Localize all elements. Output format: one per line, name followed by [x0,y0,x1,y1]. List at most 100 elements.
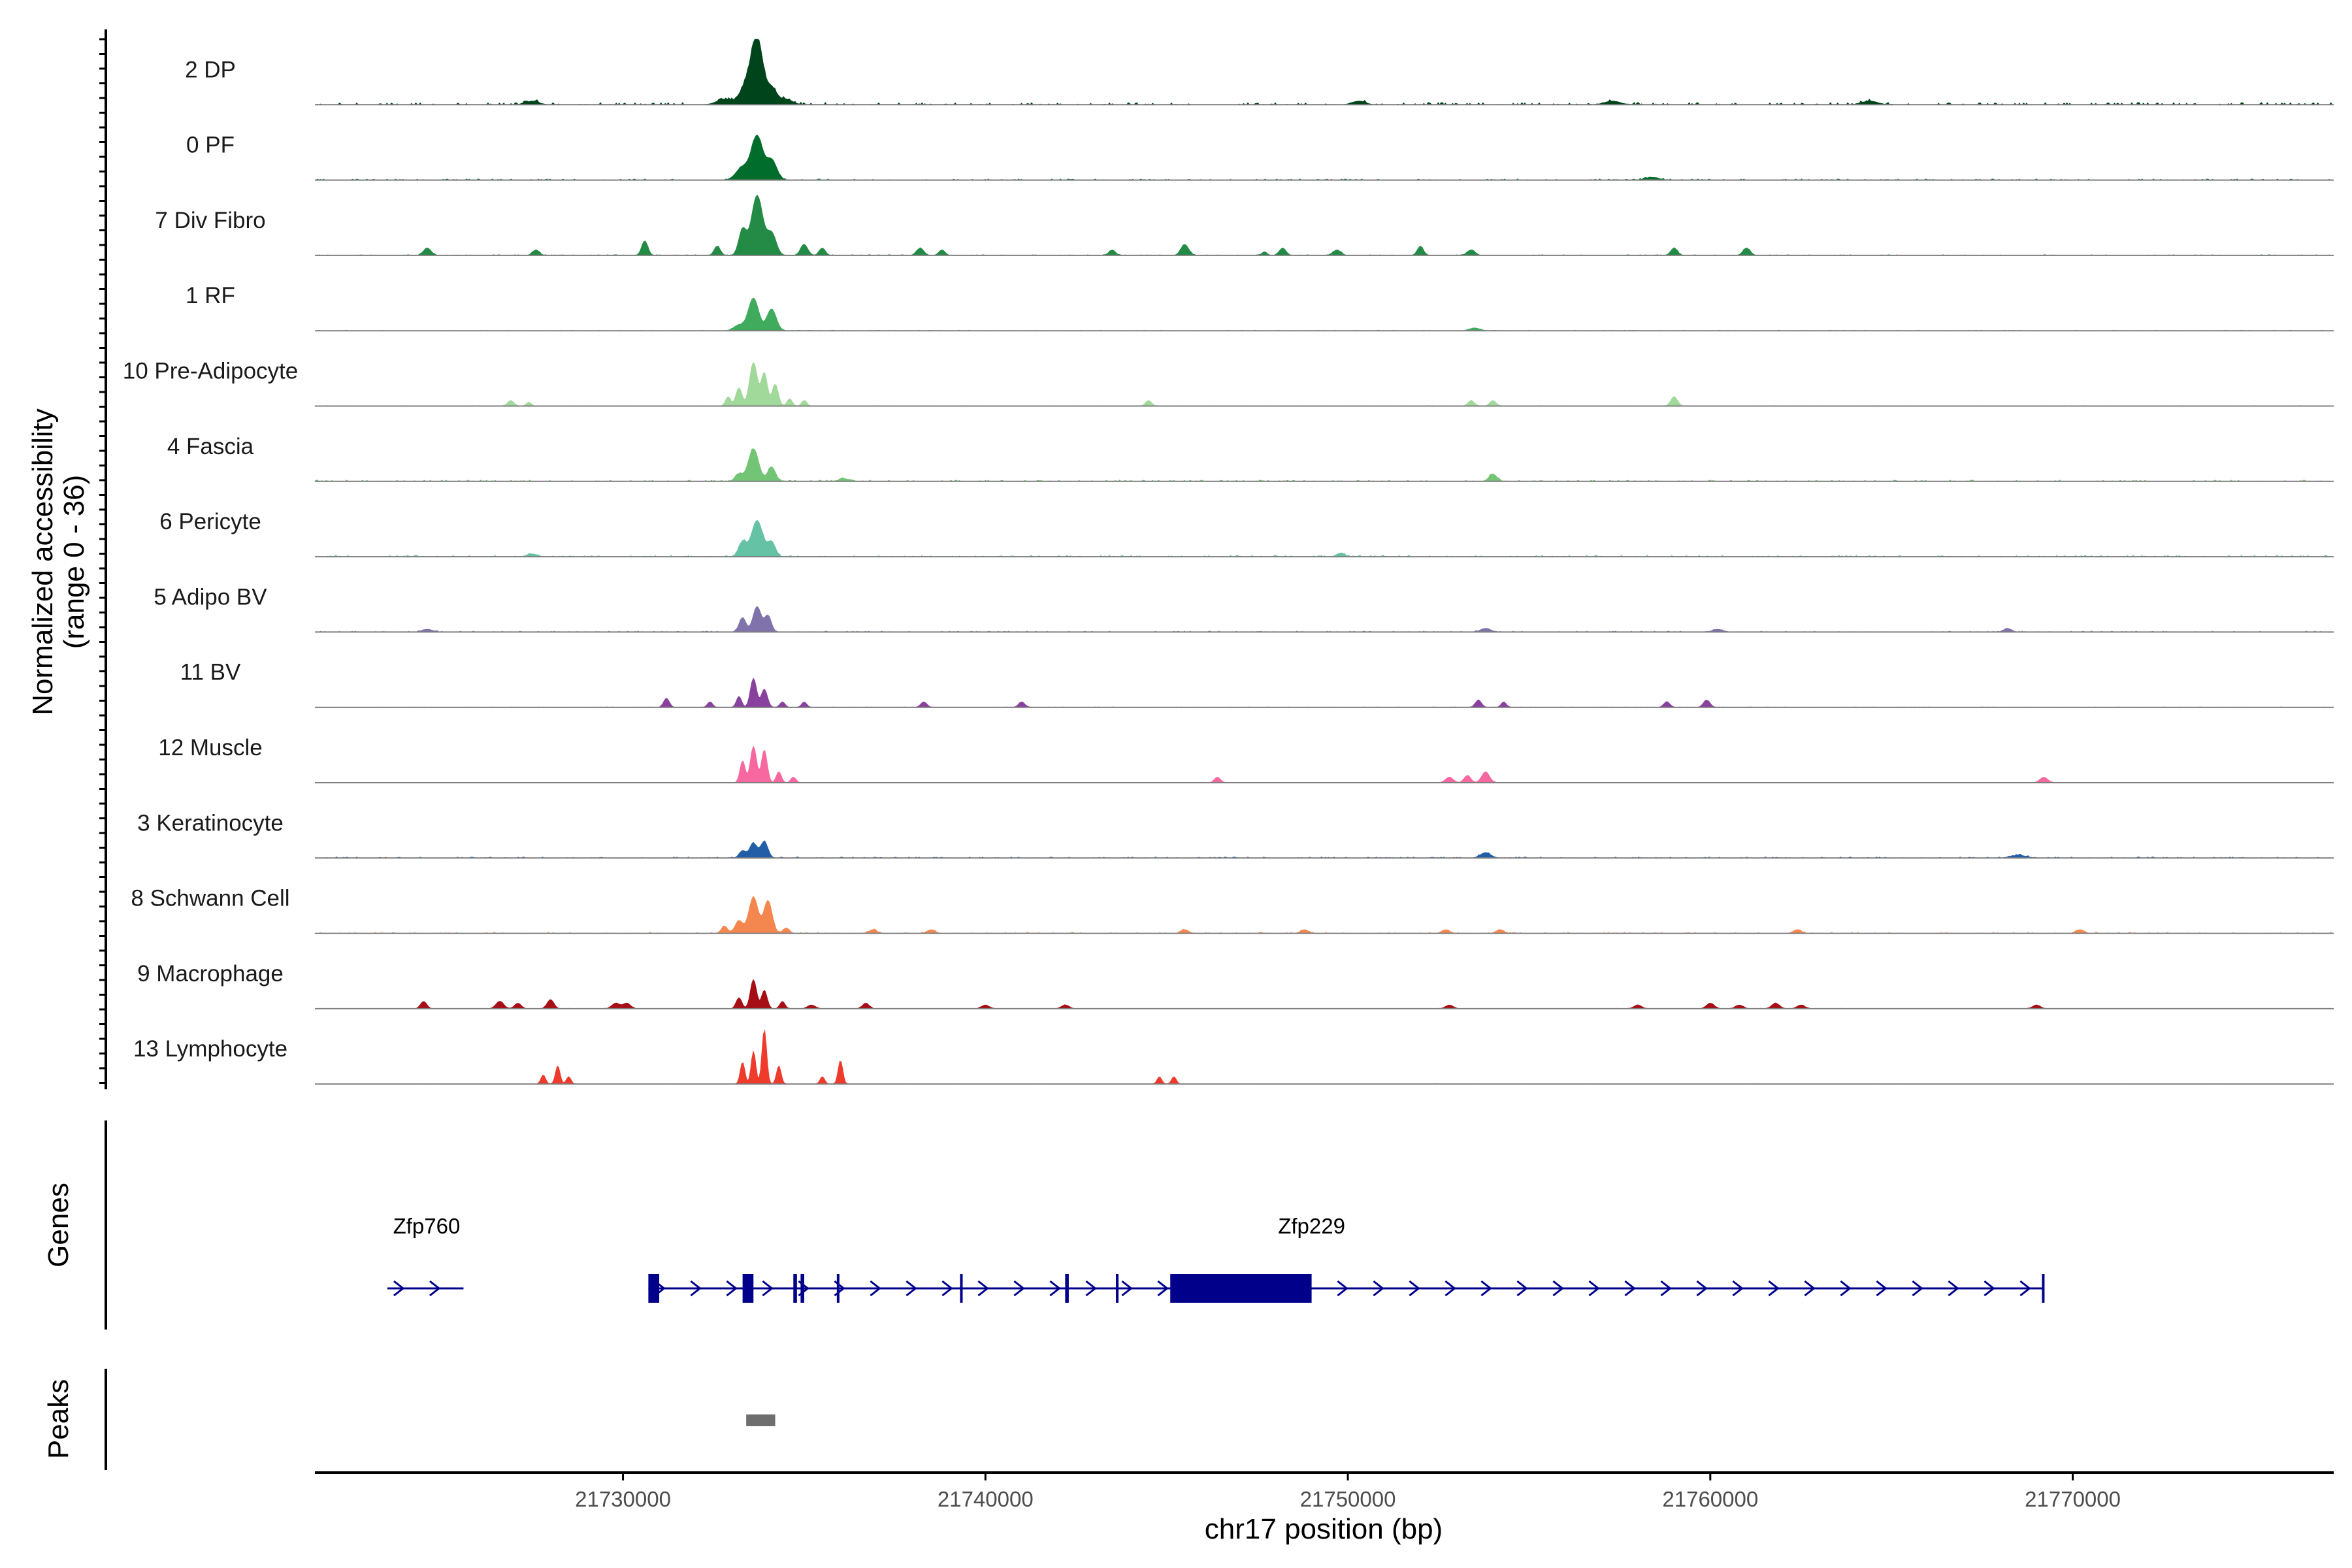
peaks-panel-label: Peaks [42,1379,74,1459]
coverage-area [314,361,2334,407]
coverage-area [315,840,2334,858]
coverage-area [315,297,2334,331]
genes-panel-label: Genes [42,1183,74,1267]
x-axis: 21730000 21740000 21750000 21760000 21770000 [315,1471,2334,1511]
strand-arrow [1840,1280,1852,1297]
track-label: 6 Pericyte [159,509,261,534]
strand-arrow [941,1280,953,1297]
x-tick-label: 21760000 [1662,1487,1758,1511]
coverage-track: 9 Macrophage [137,961,2334,1009]
strand-arrow [1121,1280,1133,1297]
strand-arrow [1660,1280,1672,1297]
strand-arrow [1732,1280,1744,1297]
coverage-area [315,195,2334,256]
coverage-area [314,135,2334,181]
track-label: 13 Lymphocyte [133,1036,287,1062]
track-label: 8 Schwann Cell [131,886,289,911]
x-tick-label: 21740000 [938,1487,1034,1511]
strand-arrow [1984,1280,1995,1297]
coverage-track: 3 Keratinocyte [137,810,2334,859]
x-axis-title: chr17 position (bp) [1205,1513,1443,1545]
exon [836,1274,840,1303]
coverage-track: 12 Muscle [158,735,2334,783]
coverage-track: 5 Adipo BV [154,584,2334,633]
strand-arrow [906,1280,917,1297]
strand-arrow [1049,1280,1061,1297]
coverage-area [315,39,2334,106]
track-label: 12 Muscle [158,735,263,760]
gene-annotations: Zfp760 Zfp229 [387,1214,2045,1303]
strand-arrow [1912,1280,1923,1297]
coverage-area [314,520,2334,557]
strand-arrow [1013,1280,1025,1297]
gene: Zfp229 [648,1214,2045,1303]
strand-arrow [429,1280,441,1297]
exon [793,1274,797,1303]
coverage-area [315,606,2334,632]
peak-regions [746,1414,776,1426]
track-label: 2 DP [185,57,236,82]
exon [960,1274,963,1303]
exon [1116,1274,1119,1303]
coverage-track: 13 Lymphocyte [133,1029,2334,1085]
exon [2042,1274,2045,1303]
exon [800,1274,804,1303]
strand-arrow [1624,1280,1636,1297]
coverage-track: 8 Schwann Cell [131,886,2334,934]
strand-arrow [1337,1280,1348,1297]
strand-arrow [1157,1280,1169,1297]
strand-arrow [1373,1280,1384,1297]
coverage-area [315,1029,2334,1085]
coverage-area [315,745,2334,783]
strand-arrow [726,1280,738,1297]
strand-arrow [870,1280,881,1297]
track-label: 0 PF [186,133,235,158]
coverage-track: 10 Pre-Adipocyte [123,359,2334,407]
coverage-area [314,448,2334,482]
gene: Zfp760 [387,1214,464,1297]
strand-arrow [1516,1280,1528,1297]
exon [1065,1274,1069,1303]
coverage-track: 11 BV [180,660,2334,708]
strand-arrow [1588,1280,1600,1297]
strand-arrow [2019,1280,2031,1297]
strand-arrow [977,1280,989,1297]
y-axis-title: Normalized accessibility [27,408,59,715]
track-label: 1 RF [186,283,235,308]
coverage-track: 1 RF [186,283,2334,332]
strand-arrow [1804,1280,1816,1297]
strand-arrow [1085,1280,1097,1297]
track-label: 10 Pre-Adipocyte [123,359,298,384]
strand-arrow [1552,1280,1564,1297]
coverage-track: 0 PF [186,133,2334,181]
track-label: 11 BV [180,660,241,685]
exon [1170,1274,1312,1303]
gene-label: Zfp760 [393,1214,461,1238]
strand-arrow [1696,1280,1708,1297]
strand-arrow [1948,1280,1959,1297]
track-label: 9 Macrophage [137,961,284,987]
coverage-tracks: 2 DP 0 PF 7 Div Fibro 1 RF 10 Pre-Adipocyte 4… [123,39,2334,1085]
coverage-track: 7 Div Fibro [155,195,2334,256]
strand-arrow [1768,1280,1780,1297]
track-label: 7 Div Fibro [155,208,265,233]
coverage-track: 6 Pericyte [159,509,2334,558]
exon [648,1274,660,1303]
coverage-track: 4 Fascia [167,434,2334,482]
y-axis-range-label: (range 0 - 36) [58,475,90,649]
track-label: 3 Keratinocyte [137,810,284,836]
x-tick-label: 21730000 [575,1487,671,1511]
strand-arrow [393,1280,405,1297]
coverage-area [315,678,2334,708]
strand-arrow [690,1280,702,1297]
x-tick-label: 21770000 [2025,1487,2121,1511]
coverage-area [315,979,2334,1009]
track-label: 4 Fascia [167,434,254,459]
coverage-track: 2 DP [185,39,2334,106]
peak-region [746,1414,776,1426]
gene-label: Zfp229 [1278,1214,1345,1238]
strand-arrow [1445,1280,1456,1297]
coverage-y-axis [99,29,107,1090]
strand-arrow [1480,1280,1492,1297]
